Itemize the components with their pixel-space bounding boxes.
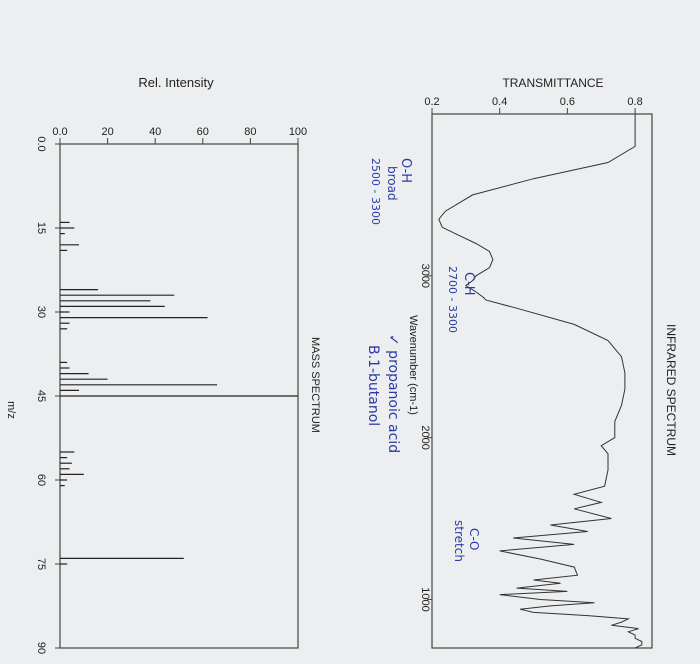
ir-xlabel: Wavenumber (cm-1)	[407, 315, 419, 415]
note-answer-a: ✓ propanoic acid	[385, 334, 401, 453]
ms-bars	[60, 221, 298, 565]
ms-ylabel: Rel. Intensity	[138, 75, 214, 90]
ir-y-ticks: 0.2 0.4 0.6 0.8	[424, 96, 643, 114]
ms-y-tick-label: 20	[101, 126, 113, 138]
ms-title: MASS SPECTRUM	[309, 337, 321, 433]
ir-panel: INFRARED SPECTRUM TRANSMITTANCE Wavenumb…	[407, 76, 678, 649]
ir-x-tick-label: 1000	[419, 587, 431, 611]
ir-frame	[431, 113, 653, 649]
ms-panel: MASS SPECTRUM Rel. Intensity m/z 0.0 20 40…	[5, 75, 321, 654]
note-co-label: C-O	[467, 528, 481, 551]
ms-y-ticks: 0.0 20 40 60 80 100	[52, 126, 307, 144]
ir-x-ticks: 3000 2000 1000	[419, 264, 432, 612]
ms-xlabel: m/z	[5, 401, 17, 419]
ms-x-tick-label: 30	[35, 306, 47, 318]
ir-x-tick-label: 2000	[419, 425, 431, 449]
ir-y-tick-label: 0.8	[627, 96, 642, 108]
ms-x-tick-label: 45	[35, 390, 47, 402]
ms-x-tick-label: 0.0	[35, 136, 47, 151]
ms-y-tick-label: 80	[244, 126, 256, 138]
note-oh-range: 2500 - 3300	[369, 158, 382, 225]
note-ch-label: C-H	[461, 272, 476, 296]
ms-x-tick-label: 15	[35, 222, 47, 234]
note-co-stretch: stretch	[452, 520, 466, 562]
ir-y-tick-label: 0.6	[560, 96, 575, 108]
ms-y-tick-label: 60	[197, 126, 209, 138]
ir-x-tick-label: 3000	[419, 264, 431, 288]
handwritten-notes: O-H broad 2500 - 3300 C-H 2700 - 3300 ✓ …	[365, 158, 481, 562]
ir-y-tick-label: 0.4	[492, 96, 507, 108]
note-oh-label: O-H	[398, 158, 413, 183]
ir-y-tick-label: 0.2	[424, 96, 439, 108]
note-ch-range: 2700 - 3300	[446, 266, 459, 333]
note-answer-b: B.1-butanol	[365, 345, 381, 426]
ms-x-tick-label: 90	[35, 642, 47, 654]
note-oh-broad: broad	[385, 166, 399, 201]
ir-spectrum-line	[438, 114, 643, 649]
ms-y-tick-label: 40	[149, 126, 161, 138]
ms-x-tick-label: 75	[35, 558, 47, 570]
ir-title: INFRARED SPECTRUM	[664, 324, 678, 456]
ir-ylabel: TRANSMITTANCE	[502, 76, 603, 90]
ms-x-ticks: 0.0 15 30 45 60 75 90	[35, 136, 60, 654]
ms-x-tick-label: 60	[35, 474, 47, 486]
ms-y-tick-label: 100	[289, 126, 307, 138]
ms-y-tick-label: 0.0	[52, 126, 67, 138]
